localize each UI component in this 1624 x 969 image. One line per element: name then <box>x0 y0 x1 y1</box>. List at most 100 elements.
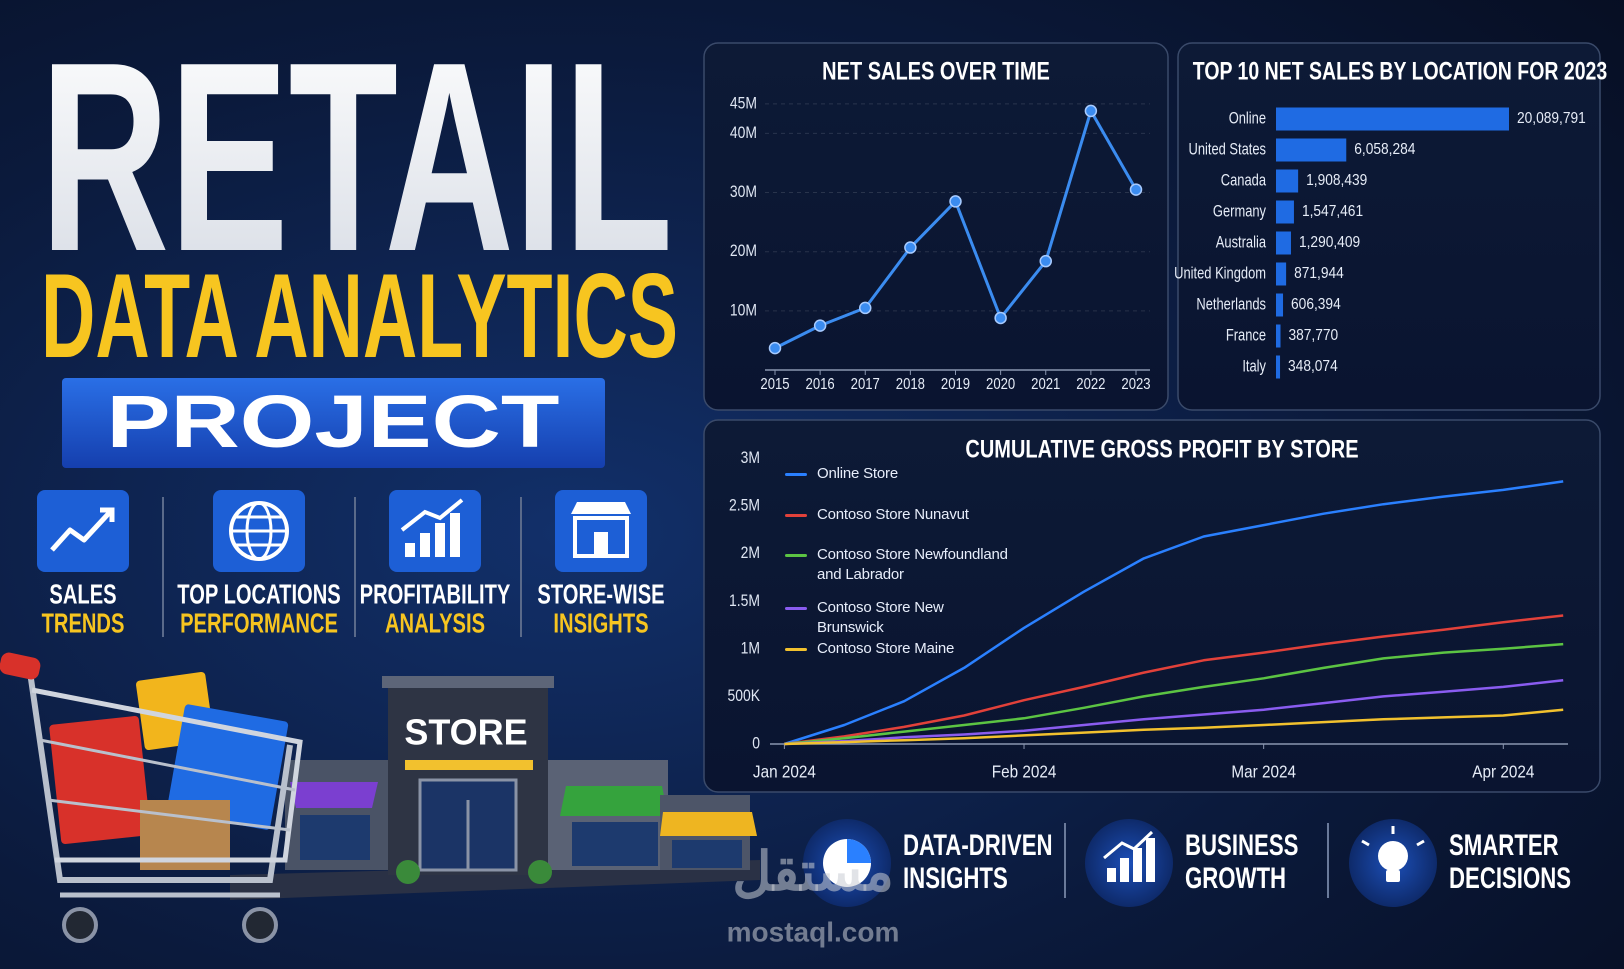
store-illustration: STORE <box>0 652 760 943</box>
category-label-wrap: Online <box>1229 109 1266 128</box>
y-tick-label-wrap: 20M <box>730 242 757 261</box>
x-tick-label-wrap: 2018 <box>896 376 925 393</box>
benefit-line2-wrap: GROWTH <box>1185 861 1286 895</box>
icon-door <box>594 532 608 556</box>
y-tick-label: 2M <box>741 544 760 563</box>
y-tick-label: 20M <box>730 242 757 261</box>
bag <box>49 716 151 844</box>
x-tick-label-wrap: 2015 <box>760 376 789 393</box>
y-tick-label: 0 <box>752 734 760 753</box>
awning <box>560 786 668 816</box>
y-tick-label-wrap: 30M <box>730 183 757 202</box>
series-line <box>784 678 1564 746</box>
chart-title: CUMULATIVE GROSS PROFIT BY STORE <box>965 436 1358 464</box>
x-tick-label-wrap: 2022 <box>1076 376 1105 393</box>
y-tick-label: 45M <box>730 94 757 113</box>
x-tick-label-wrap: 2016 <box>806 376 835 393</box>
y-tick-label-wrap: 1M <box>741 639 760 658</box>
icon-bar <box>1107 868 1116 882</box>
badge-text: PROJECT <box>107 380 560 463</box>
chart-title-wrap: CUMULATIVE GROSS PROFIT BY STORE <box>965 436 1358 464</box>
icon-ray <box>1361 839 1370 847</box>
y-tick-label: 30M <box>730 183 757 202</box>
x-tick-label: 2017 <box>851 376 880 393</box>
feature-line2: TRENDS <box>42 608 125 639</box>
data-point <box>904 241 917 254</box>
value-label: 1,290,409 <box>1299 233 1360 251</box>
icon-trend <box>1103 830 1154 860</box>
chart-title: NET SALES OVER TIME <box>822 58 1050 86</box>
category-label: Germany <box>1213 202 1266 221</box>
value-label-wrap: 871,944 <box>1294 264 1344 282</box>
bar <box>1276 355 1281 379</box>
bar <box>1276 107 1509 131</box>
x-tick-label-wrap: 2023 <box>1121 376 1150 393</box>
benefit-line2: INSIGHTS <box>903 861 1008 895</box>
bar <box>1276 262 1287 286</box>
x-tick-label: 2015 <box>760 376 789 393</box>
icon-box <box>37 490 129 572</box>
feature-line1-wrap: SALES <box>49 579 116 610</box>
feature-line1-wrap: STORE-WISE <box>537 579 664 610</box>
x-tick-label-wrap: 2017 <box>851 376 880 393</box>
data-point <box>949 195 962 208</box>
value-label-wrap: 20,089,791 <box>1517 109 1586 127</box>
legend-entry: Contoso Store Newfoundland and Labrador <box>785 545 1012 585</box>
benefit-line1-wrap: BUSINESS <box>1185 828 1298 862</box>
value-label: 606,394 <box>1291 295 1341 313</box>
store-sign: STORE <box>404 712 527 753</box>
x-tick-label: Apr 2024 <box>1472 762 1534 782</box>
x-tick-label: 2016 <box>806 376 835 393</box>
benefit-icons <box>803 819 1437 907</box>
feature-line1-wrap: PROFITABILITY <box>360 579 511 610</box>
x-tick-label-wrap: Mar 2024 <box>1231 762 1296 782</box>
bar <box>1276 200 1294 224</box>
feature-line1: SALES <box>49 579 116 610</box>
icon-pie-slice <box>847 839 871 863</box>
data-point <box>1084 104 1098 118</box>
value-label: 6,058,284 <box>1354 140 1415 158</box>
feature-line1-wrap: TOP LOCATIONS <box>177 579 340 610</box>
y-tick-label: 2.5M <box>729 496 760 515</box>
icon-bar <box>435 523 445 557</box>
y-tick-label-wrap: 2M <box>741 544 760 563</box>
bar <box>1276 231 1291 255</box>
bar <box>1276 138 1347 162</box>
legend-entry: Online Store <box>785 464 1012 484</box>
category-label: United States <box>1189 140 1266 159</box>
feature-line2-wrap: INSIGHTS <box>553 608 648 639</box>
legend-label: Contoso Store Newfoundland and Labrador <box>817 546 1008 583</box>
value-label-wrap: 606,394 <box>1291 295 1341 313</box>
legend-entry: Contoso Store Nunavut <box>785 505 1012 525</box>
y-tick-label: 1M <box>741 639 760 658</box>
legend-label: Contoso Store Nunavut <box>817 506 969 523</box>
chart-title-wrap: NET SALES OVER TIME <box>822 58 1050 86</box>
x-tick-label: 2023 <box>1121 376 1150 393</box>
x-tick-label: 2022 <box>1076 376 1105 393</box>
icon-bar <box>1133 848 1142 882</box>
icon-ray <box>1416 839 1425 847</box>
icon-bulb <box>1378 841 1408 871</box>
chart-title: TOP 10 NET SALES BY LOCATION FOR 2023 <box>1193 57 1607 85</box>
window <box>672 840 742 868</box>
window <box>572 822 658 866</box>
category-label: Australia <box>1216 233 1267 252</box>
category-label: France <box>1226 326 1266 345</box>
legend-label: Contoso Store Maine <box>817 640 955 657</box>
data-point <box>768 341 782 355</box>
icon-bar <box>1146 838 1155 882</box>
benefit-line2: GROWTH <box>1185 861 1286 895</box>
cart-wire <box>39 738 296 792</box>
benefit-line2: DECISIONS <box>1449 861 1571 895</box>
category-label-wrap: United Kingdom <box>1174 264 1266 283</box>
benefit-line2-wrap: DECISIONS <box>1449 861 1571 895</box>
bar <box>1276 293 1284 317</box>
legend-swatch <box>785 554 807 557</box>
watermark-logo: مستقل <box>732 842 894 902</box>
y-tick-label-wrap: 3M <box>741 449 760 468</box>
feature-line1: PROFITABILITY <box>360 579 511 610</box>
y-tick-label-wrap: 10M <box>730 301 757 320</box>
sign-bar <box>405 760 533 770</box>
